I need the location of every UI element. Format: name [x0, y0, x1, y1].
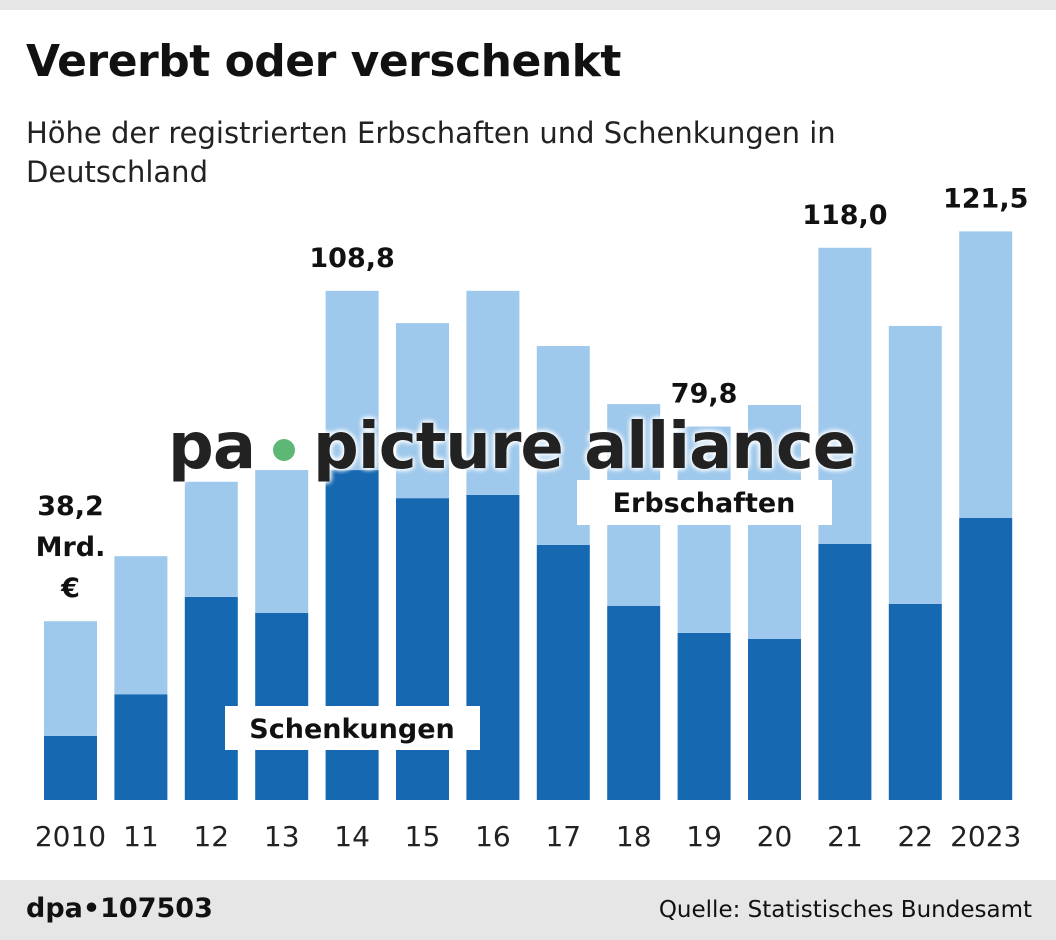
x-tick-label: 16 — [475, 820, 511, 853]
label-box-erbschaften — [577, 480, 832, 525]
x-tick-label: 17 — [545, 820, 581, 853]
x-tick-label: 21 — [827, 820, 863, 853]
data-label: Mrd. — [36, 532, 106, 563]
label-box-schenkungen — [225, 706, 480, 750]
top-bar — [0, 0, 1056, 10]
x-tick-label: 18 — [616, 820, 652, 853]
bar-schenkungen-16 — [466, 494, 520, 800]
bar-erbschaften-14 — [325, 290, 379, 471]
bar-erbschaften-16 — [466, 290, 520, 495]
bar-schenkungen-2010 — [44, 735, 97, 800]
data-label: € — [60, 573, 80, 604]
x-tick-label: 19 — [686, 820, 722, 853]
chart-title: Vererbt oder verschenkt — [26, 36, 621, 87]
data-label: 108,8 — [309, 243, 394, 274]
bar-erbschaften-11 — [114, 556, 168, 695]
x-tick-label: 22 — [897, 820, 933, 853]
x-tick-label: 2010 — [35, 820, 106, 853]
source-note: Quelle: Statistisches Bundesamt — [658, 897, 1032, 923]
x-tick-label: 13 — [264, 820, 300, 853]
bar-schenkungen-14 — [325, 470, 379, 800]
data-label: 118,0 — [802, 200, 887, 231]
x-tick-label: 11 — [123, 820, 159, 853]
bar-schenkungen-17 — [536, 544, 590, 800]
bar-erbschaften-2010 — [44, 621, 97, 736]
bar-erbschaften-19 — [677, 426, 731, 633]
bar-schenkungen-2023 — [959, 517, 1013, 800]
footer — [0, 880, 1056, 940]
bar-schenkungen-18 — [607, 605, 661, 800]
bar-schenkungen-11 — [114, 694, 168, 800]
watermark-left: pa — [168, 410, 256, 484]
bar-schenkungen-12 — [184, 596, 238, 800]
x-tick-label: 15 — [405, 820, 441, 853]
watermark: pa picture alliance — [168, 410, 856, 484]
bar-erbschaften-2023 — [959, 231, 1013, 518]
series-label-schenkungen: Schenkungen — [249, 714, 454, 745]
bar-erbschaften-12 — [184, 481, 238, 597]
watermark-dot-icon — [273, 439, 295, 462]
bar-schenkungen-20 — [748, 639, 801, 800]
data-label: 121,5 — [943, 183, 1028, 214]
x-tick-label: 20 — [757, 820, 793, 853]
bar-erbschaften-22 — [888, 325, 942, 604]
bar-chart: 2010 11 12 13 14 15 16 17 18 19 20 21 22 2023 38,2 Mrd.… — [35, 183, 1029, 853]
data-label: 38,2 — [37, 491, 104, 522]
bar-erbschaften-13 — [255, 470, 309, 613]
series-label-erbschaften: Erbschaften — [613, 488, 796, 519]
x-tick-label: 14 — [334, 820, 370, 853]
chart-subtitle: Höhe der registrierten Erbschaften und S… — [26, 116, 836, 189]
watermark-right: picture alliance — [313, 410, 856, 484]
bar-erbschaften-15 — [396, 323, 449, 499]
bar-schenkungen-21 — [818, 544, 872, 800]
bar-schenkungen-19 — [677, 632, 731, 800]
x-tick-label: 2023 — [950, 820, 1021, 853]
x-tick-label: 12 — [193, 820, 229, 853]
dpa-id: dpa•107503 — [26, 893, 213, 924]
bar-schenkungen-22 — [888, 603, 942, 800]
bar-schenkungen-15 — [396, 498, 449, 800]
data-label: 79,8 — [671, 379, 738, 410]
